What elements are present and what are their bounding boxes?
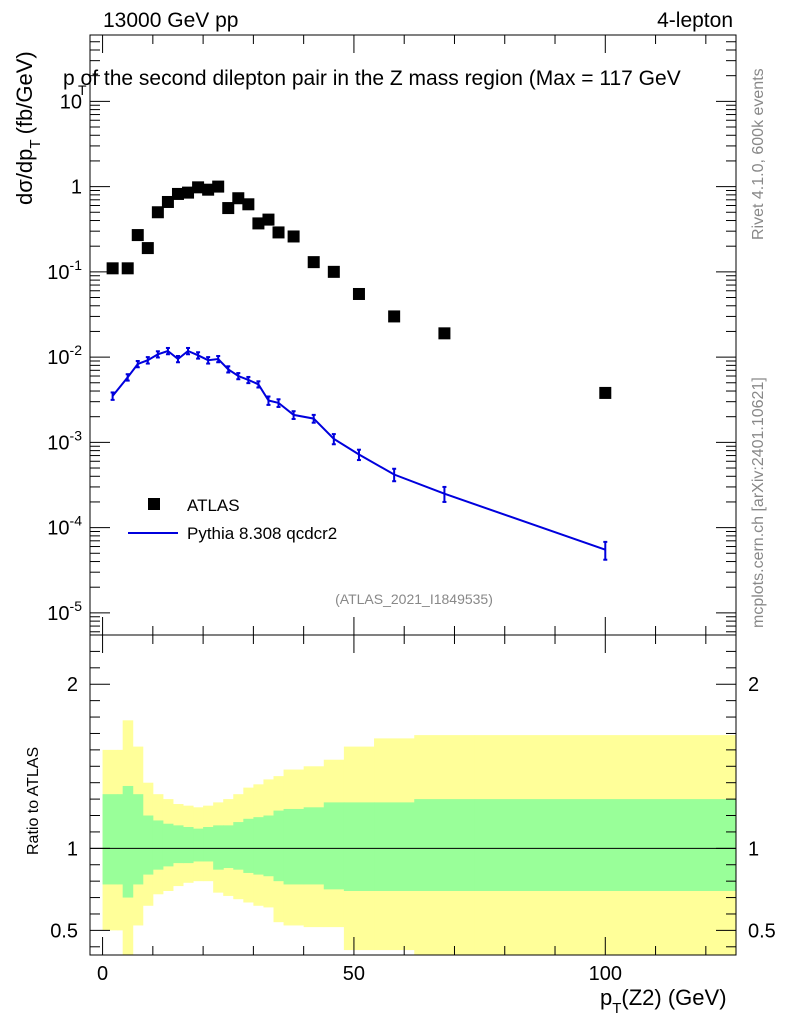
atlas-data-point [192, 181, 205, 194]
atlas-data-point [438, 327, 451, 340]
ratio-band-inner-bin [183, 827, 194, 864]
chart-title: p of the second dilepton pair in the Z m… [63, 67, 681, 90]
atlas-data-point [388, 310, 401, 323]
ratio-band-inner-bin [474, 799, 737, 891]
y-ratio-tick-labels: 0.5 1 2 0.5 1 2 [50, 674, 776, 942]
header-channel: 4-lepton [657, 9, 733, 32]
x-tick-label: 50 [343, 963, 365, 985]
ratio-band-inner-bin [233, 822, 244, 870]
y-tick-label: 0.5 [50, 920, 78, 942]
atlas-data-point [212, 180, 225, 193]
ratio-frame [89, 634, 737, 956]
atlas-data-point [252, 217, 265, 230]
ratio-band-inner-bin [283, 808, 305, 885]
main-frame [89, 34, 737, 636]
x-tick-labels: 0 50 100 [97, 963, 622, 985]
atlas-data-point [141, 242, 154, 255]
ratio-band-inner-bin [122, 785, 134, 898]
ratio-band-inner-bin [142, 815, 154, 875]
ratio-band-inner-bin [132, 794, 144, 885]
y-tick-label: 10-1 [47, 257, 82, 284]
atlas-data-point [131, 229, 144, 242]
ratio-band-inner-bin [223, 825, 234, 869]
chart-title-subscript: T [78, 82, 87, 98]
y-main-tick-labels: 10-5 10-4 10-3 10-2 10-1 1 10 [47, 91, 82, 625]
atlas-data-point [232, 192, 245, 205]
atlas-data-point [222, 202, 235, 215]
y-tick-label: 10 [60, 91, 82, 113]
atlas-data-point [262, 213, 275, 226]
y-tick-label: 10-4 [47, 513, 82, 540]
atlas-data-point [106, 262, 119, 275]
axis-ticks [90, 34, 736, 955]
atlas-data-point [121, 262, 134, 275]
y-tick-label: 10-5 [47, 598, 82, 625]
ratio-band-inner-bin [303, 807, 325, 885]
ratio-band-inner-bin [414, 799, 476, 891]
legend-atlas-label: ATLAS [187, 496, 240, 515]
y-axis-title-ratio: Ratio to ATLAS [25, 747, 42, 855]
ratio-band-inner-bin [117, 794, 124, 885]
y-tick-label: 1 [67, 838, 78, 860]
x-tick-label: 100 [589, 963, 622, 985]
atlas-data-point [161, 195, 174, 208]
header-energy: 13000 GeV pp [103, 9, 238, 32]
atlas-data-point [599, 386, 612, 399]
y-tick-label: 10-2 [47, 342, 82, 369]
x-tick-label: 0 [97, 963, 108, 985]
ratio-band-inner-bin [162, 823, 174, 867]
legend-pythia-label: Pythia 8.308 qcdcr2 [187, 524, 337, 543]
ratio-band-inner-bin [323, 802, 345, 890]
ratio-band-inner-bin [102, 794, 119, 885]
ratio-band-inner-bin [152, 820, 164, 870]
atlas-data-point [182, 186, 195, 199]
atlas-data-point [307, 256, 320, 269]
mcplots-label: mcplots.cern.ch [arXiv:2401.10621] [750, 377, 767, 628]
y-tick-label: 1 [71, 177, 82, 199]
ratio-band-inner [102, 785, 737, 898]
analysis-watermark: (ATLAS_2021_I1849535) [335, 591, 493, 607]
ratio-band-inner-bin [253, 817, 264, 875]
ratio-band-inner-bin [213, 825, 224, 870]
atlas-data-point [272, 226, 285, 239]
ratio-band-inner-bin [273, 810, 285, 882]
ratio-band-inner-bin [343, 802, 375, 891]
ratio-band-inner-bin [193, 828, 204, 862]
y-tick-label: 2 [748, 674, 759, 696]
atlas-data-series [106, 180, 612, 399]
y-axis-title-main: dσ/dpT(fb/GeV) [12, 51, 44, 205]
y-tick-label: 10-3 [47, 427, 82, 454]
y-tick-label: 1 [748, 838, 759, 860]
ratio-band-inner-bin [172, 825, 184, 864]
rivet-version-label: Rivet 4.1.0, 600k events [750, 68, 767, 240]
atlas-data-point [171, 187, 184, 200]
x-axis-title: pT(Z2) (GeV) [600, 985, 727, 1017]
atlas-data-point [242, 198, 255, 211]
ratio-band-inner-bin [263, 815, 274, 877]
atlas-data-point [352, 287, 365, 300]
legend-atlas-marker [148, 498, 160, 510]
ratio-band-inner-bin [243, 818, 254, 873]
atlas-data-point [202, 183, 215, 196]
y-tick-label: 0.5 [748, 920, 776, 942]
ratio-band-inner-bin [374, 802, 415, 891]
pythia-line [111, 349, 606, 551]
ratio-band-inner-bin [203, 827, 214, 862]
atlas-data-point [327, 265, 340, 278]
atlas-data-point [287, 230, 300, 243]
pythia-error-bars [110, 346, 608, 561]
y-tick-label: 2 [67, 674, 78, 696]
atlas-data-point [151, 206, 164, 219]
